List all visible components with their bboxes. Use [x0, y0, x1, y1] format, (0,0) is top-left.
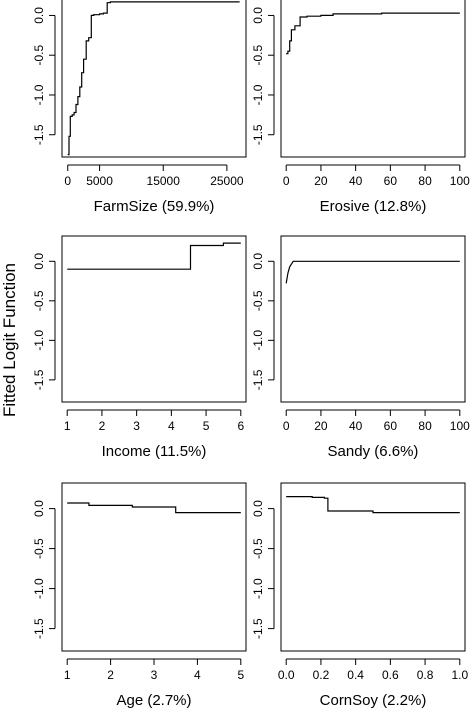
x-axis-label: Sandy (6.6%): [328, 443, 419, 460]
x-tick-label: 1.0: [451, 668, 468, 682]
x-axis-label: Income (11.5%): [102, 443, 207, 460]
x-axis-label: Erosive (12.8%): [320, 198, 427, 215]
plot-frame: [61, 482, 247, 652]
x-tick-label: 0.4: [347, 668, 364, 682]
y-tick-label: -0.5: [251, 45, 265, 66]
x-tick-label: 3: [151, 668, 158, 682]
x-tick-label: 2: [107, 668, 114, 682]
x-tick-label: 0: [283, 174, 290, 188]
plot-frame: [280, 235, 466, 403]
x-tick-label: 0: [64, 174, 71, 188]
y-tick-label: 0.0: [251, 7, 265, 24]
x-tick-label: 1: [64, 668, 71, 682]
series-line: [285, 260, 460, 284]
x-tick-label: 6: [237, 419, 244, 433]
x-tick-label: 0.0: [278, 668, 295, 682]
series-line: [67, 242, 241, 270]
y-tick-label: 0.0: [32, 7, 46, 24]
panel-6: 0.0 -0.5 -1.0 -1.5 0.0 0.2 0.4 0.6 0.8 1.0 CornSoy…: [251, 482, 468, 709]
x-axis-label: CornSoy (2.2%): [320, 692, 427, 709]
x-tick-label: 60: [384, 419, 398, 433]
x-tick-label: 0.6: [382, 668, 399, 682]
x-tick-label: 25000: [210, 174, 244, 188]
y-tick-label: -1.0: [32, 578, 46, 599]
x-tick-label: 80: [418, 419, 432, 433]
y-tick-label: 0.0: [251, 500, 265, 517]
y-tick-label: -1.0: [32, 330, 46, 351]
panel-5: 0.0 -0.5 -1.0 -1.5 1 2 3 4 5 Age (2.7%): [32, 482, 247, 709]
y-tick-label: -1.5: [32, 124, 46, 145]
y-tick-label: 0.0: [32, 253, 46, 270]
x-tick-label: 20: [314, 174, 328, 188]
y-tick-label: -1.0: [32, 84, 46, 105]
x-tick-label: 20: [314, 419, 328, 433]
x-tick-label: 100: [450, 419, 470, 433]
y-tick-label: -0.5: [32, 45, 46, 66]
y-tick-label: -0.5: [32, 538, 46, 559]
x-tick-label: 40: [349, 174, 363, 188]
x-tick-label: 1: [64, 419, 71, 433]
plot-frame: [280, 0, 466, 158]
x-tick-label: 80: [418, 174, 432, 188]
x-axis-label: FarmSize (59.9%): [94, 198, 215, 215]
x-tick-label: 5: [203, 419, 210, 433]
y-tick-label: -0.5: [251, 538, 265, 559]
panel-1: 0.0 -0.5 -1.0 -1.5 0 5000 15000 25000 FarmSize (…: [32, 0, 247, 215]
y-tick-label: -0.5: [32, 290, 46, 311]
x-tick-label: 60: [384, 174, 398, 188]
y-tick-label: -1.0: [251, 330, 265, 351]
y-tick-label: -0.5: [251, 290, 265, 311]
y-tick-label: -1.5: [251, 124, 265, 145]
x-tick-label: 3: [133, 419, 140, 433]
x-tick-label: 4: [168, 419, 175, 433]
x-tick-label: 40: [349, 419, 363, 433]
x-tick-label: 15000: [147, 174, 181, 188]
y-tick-label: -1.5: [32, 369, 46, 390]
y-tick-label: 0.0: [32, 500, 46, 517]
panel-3: 0.0 -0.5 -1.0 -1.5 1 2 3 4 5 6 Income (11.5%): [32, 235, 247, 460]
x-tick-label: 5000: [86, 174, 113, 188]
series-line: [67, 502, 241, 514]
panel-2: 0.0 -0.5 -1.0 -1.5 0 20 40 60 80 100 Erosive (12.8…: [251, 0, 470, 215]
y-tick-label: 0.0: [251, 253, 265, 270]
x-tick-label: 2: [99, 419, 106, 433]
x-tick-label: 0: [283, 419, 290, 433]
series-line: [286, 12, 460, 55]
plot-frame: [61, 0, 247, 158]
panels: 0.0 -0.5 -1.0 -1.5 0 5000 15000 25000 FarmSize (…: [32, 0, 470, 709]
shared-y-axis-label: Fitted Logit Function: [0, 263, 19, 417]
y-tick-label: -1.5: [32, 618, 46, 639]
x-tick-label: 4: [194, 668, 201, 682]
plot-frame: [280, 482, 466, 652]
x-tick-label: 100: [450, 174, 470, 188]
series-line: [286, 496, 460, 514]
panel-4: 0.0 -0.5 -1.0 -1.5 0 20 40 60 80 100 Sandy (6.6%): [251, 235, 470, 460]
x-tick-label: 0.8: [417, 668, 434, 682]
y-tick-label: -1.0: [251, 84, 265, 105]
y-tick-label: -1.5: [251, 618, 265, 639]
plot-frame: [61, 235, 247, 403]
x-axis-label: Age (2.7%): [116, 692, 191, 709]
series-line: [67, 1, 240, 156]
y-tick-label: -1.5: [251, 369, 265, 390]
x-tick-label: 0.2: [313, 668, 330, 682]
x-tick-label: 5: [237, 668, 244, 682]
y-tick-label: -1.0: [251, 578, 265, 599]
